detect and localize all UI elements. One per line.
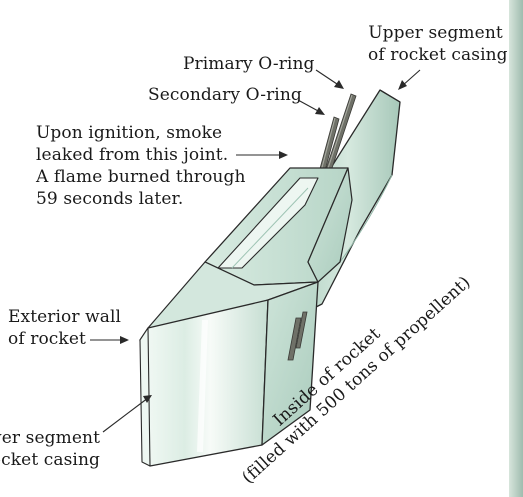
label-lower-segment: wer segment ocket casing xyxy=(0,427,100,471)
label-line: Exterior wall xyxy=(8,307,122,327)
pointer-ignition xyxy=(236,151,288,159)
oring-lower-ends xyxy=(287,311,308,361)
label-upper-segment: Upper segment of rocket casing xyxy=(368,22,508,66)
pointer-secondary xyxy=(297,99,325,115)
label-secondary-oring: Secondary O-ring xyxy=(148,84,302,106)
label-line: Primary O-ring xyxy=(183,54,315,74)
label-ignition-note: Upon ignition, smoke leaked from this jo… xyxy=(36,122,246,210)
label-line: of rocket xyxy=(8,329,86,349)
label-line: of rocket casing xyxy=(368,45,508,65)
label-line: leaked from this joint. xyxy=(36,145,229,165)
label-line: wer segment xyxy=(0,428,100,448)
pointer-exterior xyxy=(90,336,129,344)
label-exterior-wall: Exterior wall of rocket xyxy=(8,306,121,350)
label-line: A flame burned through xyxy=(36,167,246,187)
label-line: Secondary O-ring xyxy=(148,85,302,105)
pointer-primary xyxy=(315,69,344,89)
pointer-upper xyxy=(398,69,421,90)
page-edge-strip xyxy=(509,0,523,497)
label-line: ocket casing xyxy=(0,450,100,470)
label-line: Upper segment xyxy=(368,23,503,43)
label-line: 59 seconds later. xyxy=(36,189,184,209)
label-line: Upon ignition, smoke xyxy=(36,123,223,143)
label-primary-oring: Primary O-ring xyxy=(183,53,315,75)
pointer-lower xyxy=(102,395,152,433)
